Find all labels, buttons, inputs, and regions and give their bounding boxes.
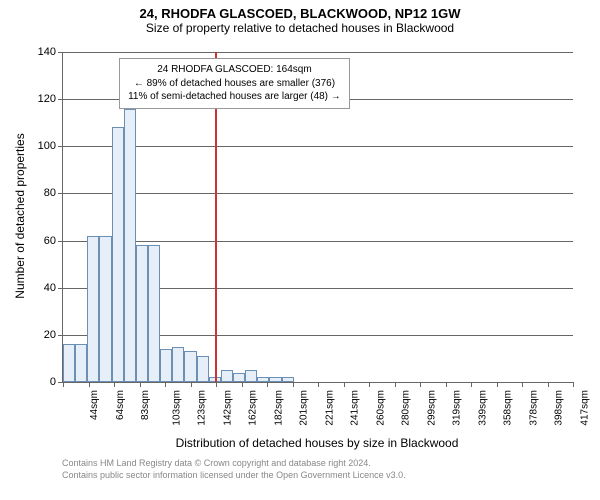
gridline [63, 52, 573, 53]
xtick-label: 398sqm [554, 390, 565, 426]
histogram-bar [136, 245, 148, 382]
xtick-label: 44sqm [89, 390, 100, 420]
page-subtitle: Size of property relative to detached ho… [0, 21, 600, 35]
xtick-mark [216, 382, 217, 387]
xtick-mark [573, 382, 574, 387]
histogram-bar [63, 344, 75, 382]
footer-line-1: Contains HM Land Registry data © Crown c… [62, 458, 406, 470]
ytick-label: 0 [28, 376, 56, 388]
xtick-mark [522, 382, 523, 387]
ytick-mark [58, 193, 63, 194]
xtick-label: 260sqm [375, 390, 386, 426]
xtick-mark [344, 382, 345, 387]
histogram-bar [160, 349, 172, 382]
footer-text: Contains HM Land Registry data © Crown c… [62, 458, 406, 481]
xtick-label: 417sqm [579, 390, 590, 426]
xtick-label: 378sqm [528, 390, 539, 426]
histogram-bar [148, 245, 160, 382]
xtick-mark [114, 382, 115, 387]
xtick-label: 103sqm [171, 390, 182, 426]
xtick-label: 280sqm [401, 390, 412, 426]
annotation-line: ← 89% of detached houses are smaller (37… [128, 77, 341, 91]
gridline [63, 146, 573, 147]
chart-container: 24, RHODFA GLASCOED, BLACKWOOD, NP12 1GW… [0, 0, 600, 500]
xtick-label: 162sqm [248, 390, 259, 426]
ytick-mark [58, 146, 63, 147]
ytick-label: 100 [28, 140, 56, 152]
xtick-mark [369, 382, 370, 387]
xtick-label: 123sqm [197, 390, 208, 426]
xtick-label: 182sqm [273, 390, 284, 426]
ytick-label: 40 [28, 282, 56, 294]
xtick-mark [497, 382, 498, 387]
ytick-mark [58, 99, 63, 100]
xtick-label: 299sqm [426, 390, 437, 426]
ytick-label: 60 [28, 235, 56, 247]
ytick-label: 80 [28, 187, 56, 199]
xtick-mark [293, 382, 294, 387]
xtick-mark [548, 382, 549, 387]
xtick-mark [140, 382, 141, 387]
xtick-mark [242, 382, 243, 387]
xtick-mark [420, 382, 421, 387]
xtick-mark [165, 382, 166, 387]
y-axis-label: Number of detached properties [13, 51, 27, 381]
histogram-bar [99, 236, 111, 382]
histogram-bar [221, 370, 233, 382]
ytick-label: 140 [28, 46, 56, 58]
xtick-label: 83sqm [140, 390, 151, 420]
gridline [63, 193, 573, 194]
ytick-label: 20 [28, 329, 56, 341]
histogram-bar [245, 370, 257, 382]
histogram-bar [233, 373, 245, 382]
xtick-mark [89, 382, 90, 387]
xtick-label: 64sqm [115, 390, 126, 420]
gridline [63, 241, 573, 242]
histogram-bar [172, 347, 184, 382]
ytick-mark [58, 241, 63, 242]
plot-area: 24 RHODFA GLASCOED: 164sqm← 89% of detac… [62, 52, 573, 383]
ytick-label: 120 [28, 93, 56, 105]
ytick-mark [58, 288, 63, 289]
xtick-mark [395, 382, 396, 387]
xtick-mark [63, 382, 64, 387]
histogram-bar [184, 351, 196, 382]
xtick-label: 241sqm [350, 390, 361, 426]
xtick-mark [318, 382, 319, 387]
ytick-mark [58, 52, 63, 53]
xtick-label: 339sqm [477, 390, 488, 426]
histogram-bar [112, 127, 124, 382]
xtick-mark [446, 382, 447, 387]
histogram-bar [75, 344, 87, 382]
annotation-line: 11% of semi-detached houses are larger (… [128, 90, 341, 104]
footer-line-2: Contains public sector information licen… [62, 470, 406, 482]
histogram-bar [124, 109, 136, 382]
annotation-line: 24 RHODFA GLASCOED: 164sqm [128, 63, 341, 77]
histogram-bar [197, 356, 209, 382]
xtick-label: 142sqm [222, 390, 233, 426]
page-title: 24, RHODFA GLASCOED, BLACKWOOD, NP12 1GW [0, 0, 600, 21]
xtick-mark [267, 382, 268, 387]
xtick-mark [191, 382, 192, 387]
histogram-bar [269, 377, 281, 382]
histogram-bar [87, 236, 99, 382]
x-axis-label: Distribution of detached houses by size … [62, 436, 572, 450]
xtick-mark [471, 382, 472, 387]
ytick-mark [58, 335, 63, 336]
xtick-label: 221sqm [324, 390, 335, 426]
xtick-label: 358sqm [503, 390, 514, 426]
xtick-label: 201sqm [299, 390, 310, 426]
annotation-box: 24 RHODFA GLASCOED: 164sqm← 89% of detac… [119, 58, 350, 109]
xtick-label: 319sqm [452, 390, 463, 426]
